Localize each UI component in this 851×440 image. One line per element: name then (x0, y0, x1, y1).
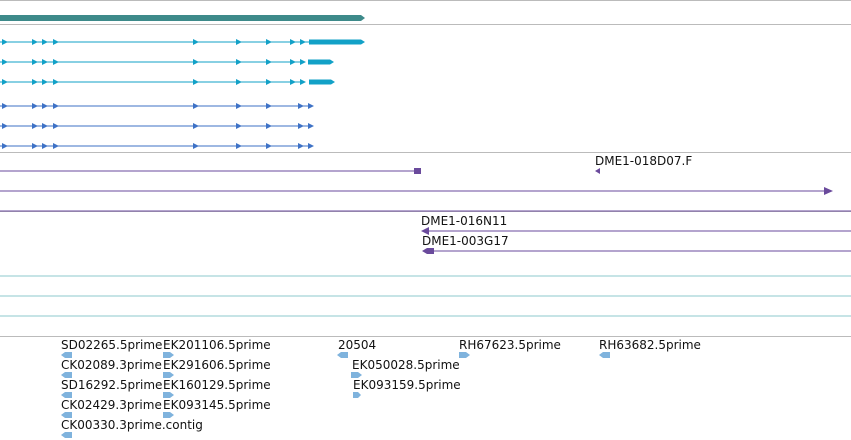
exon-marker-icon[interactable] (308, 143, 314, 149)
clone-right-arrow-icon[interactable] (824, 187, 833, 195)
exon-marker-icon[interactable] (266, 103, 272, 109)
est-label-rh67623[interactable]: RH67623.5prime (459, 338, 561, 352)
exon-marker-icon[interactable] (298, 123, 304, 129)
exon-marker-icon[interactable] (53, 39, 59, 45)
exon-marker-icon[interactable] (2, 59, 8, 65)
est-label-ek093159[interactable]: EK093159.5prime (353, 378, 461, 392)
clone-end-block-1[interactable] (414, 168, 421, 174)
clone-label-dme1-018d07-f[interactable]: DME1-018D07.F (595, 154, 693, 168)
exon-marker-icon[interactable] (300, 79, 306, 85)
exon-marker-icon[interactable] (53, 143, 59, 149)
exon-marker-icon[interactable] (2, 123, 8, 129)
est-label-20504[interactable]: 20504 (338, 338, 377, 352)
exon-marker-icon[interactable] (236, 79, 242, 85)
exon-marker-icon[interactable] (298, 143, 304, 149)
exon-marker-icon[interactable] (32, 143, 38, 149)
est-right-arrow-icon[interactable] (459, 352, 470, 358)
exon-marker-icon[interactable] (32, 123, 38, 129)
est-left-arrow-icon[interactable] (61, 412, 72, 418)
exon-marker-icon[interactable] (290, 39, 296, 45)
exon-marker-icon[interactable] (193, 103, 199, 109)
coding-block-cyan-2[interactable] (309, 79, 335, 85)
exon-marker-icon[interactable] (32, 79, 38, 85)
est-label-ek201106[interactable]: EK201106.5prime (163, 338, 271, 352)
exon-marker-icon[interactable] (42, 79, 48, 85)
exon-marker-icon[interactable] (42, 59, 48, 65)
est-label-ck02429[interactable]: CK02429.3prime (61, 398, 162, 412)
exon-marker-icon[interactable] (53, 123, 59, 129)
est-label-sd16292[interactable]: SD16292.5prime (61, 378, 163, 392)
coding-block-cyan-0[interactable] (309, 39, 365, 45)
est-left-arrow-icon[interactable] (599, 352, 610, 358)
exon-marker-icon[interactable] (193, 123, 199, 129)
est-label-ck02089[interactable]: CK02089.3prime (61, 358, 162, 372)
est-left-arrow-icon[interactable] (61, 352, 72, 358)
exon-marker-icon[interactable] (2, 39, 8, 45)
clone-label-dme1-003g17[interactable]: DME1-003G17 (422, 234, 509, 248)
exon-marker-icon[interactable] (290, 79, 296, 85)
est-right-arrow-icon[interactable] (163, 412, 174, 418)
exon-marker-icon[interactable] (2, 79, 8, 85)
est-left-arrow-icon[interactable] (61, 372, 72, 378)
exon-marker-icon[interactable] (298, 103, 304, 109)
exon-marker-icon[interactable] (193, 39, 199, 45)
coding-block-cyan-1[interactable] (308, 59, 334, 65)
exon-marker-icon[interactable] (42, 143, 48, 149)
est-right-arrow-icon[interactable] (163, 372, 174, 378)
gene-span-bar[interactable] (0, 15, 365, 21)
exon-marker-icon[interactable] (2, 143, 8, 149)
est-label-ek291606[interactable]: EK291606.5prime (163, 358, 271, 372)
exon-marker-icon[interactable] (266, 123, 272, 129)
est-label-ek160129[interactable]: EK160129.5prime (163, 378, 271, 392)
est-left-arrow-icon[interactable] (61, 392, 72, 398)
est-label-ck00330[interactable]: CK00330.3prime.contig (61, 418, 203, 432)
est-left-arrow-icon[interactable] (61, 432, 72, 438)
clone-marker-018d07-left-icon[interactable] (595, 168, 600, 174)
est-label-rh63682[interactable]: RH63682.5prime (599, 338, 701, 352)
exon-marker-icon[interactable] (300, 39, 306, 45)
est-label-ek093145[interactable]: EK093145.5prime (163, 398, 271, 412)
est-left-arrow-icon[interactable] (337, 352, 348, 358)
exon-marker-icon[interactable] (236, 123, 242, 129)
est-right-arrow-icon[interactable] (351, 372, 362, 378)
exon-marker-icon[interactable] (266, 59, 272, 65)
exon-marker-icon[interactable] (236, 143, 242, 149)
exon-marker-icon[interactable] (290, 59, 296, 65)
exon-marker-icon[interactable] (32, 103, 38, 109)
exon-marker-icon[interactable] (32, 39, 38, 45)
est-label-sd02265[interactable]: SD02265.5prime (61, 338, 163, 352)
exon-marker-icon[interactable] (266, 79, 272, 85)
exon-marker-icon[interactable] (32, 59, 38, 65)
exon-marker-icon[interactable] (42, 123, 48, 129)
exon-marker-icon[interactable] (42, 103, 48, 109)
exon-marker-icon[interactable] (193, 143, 199, 149)
exon-marker-icon[interactable] (308, 103, 314, 109)
exon-marker-icon[interactable] (308, 123, 314, 129)
exon-marker-icon[interactable] (193, 59, 199, 65)
est-right-arrow-icon[interactable] (163, 352, 174, 358)
clone-label-dme1-016n11[interactable]: DME1-016N11 (421, 214, 508, 228)
exon-marker-icon[interactable] (300, 59, 306, 65)
exon-marker-icon[interactable] (236, 103, 242, 109)
est-right-arrow-icon[interactable] (163, 392, 174, 398)
exon-marker-icon[interactable] (42, 39, 48, 45)
exon-marker-icon[interactable] (2, 103, 8, 109)
clone-003g17-left-arrow-icon[interactable] (422, 248, 434, 254)
exon-marker-icon[interactable] (266, 143, 272, 149)
exon-marker-icon[interactable] (193, 79, 199, 85)
exon-marker-icon[interactable] (53, 79, 59, 85)
exon-marker-icon[interactable] (53, 59, 59, 65)
est-label-ek050028[interactable]: EK050028.5prime (352, 358, 460, 372)
exon-marker-icon[interactable] (236, 39, 242, 45)
exon-marker-icon[interactable] (53, 103, 59, 109)
clone-016n11-left-arrow-icon[interactable] (421, 227, 429, 235)
exon-marker-icon[interactable] (236, 59, 242, 65)
exon-marker-icon[interactable] (266, 39, 272, 45)
est-right-arrow-icon[interactable] (353, 392, 361, 398)
